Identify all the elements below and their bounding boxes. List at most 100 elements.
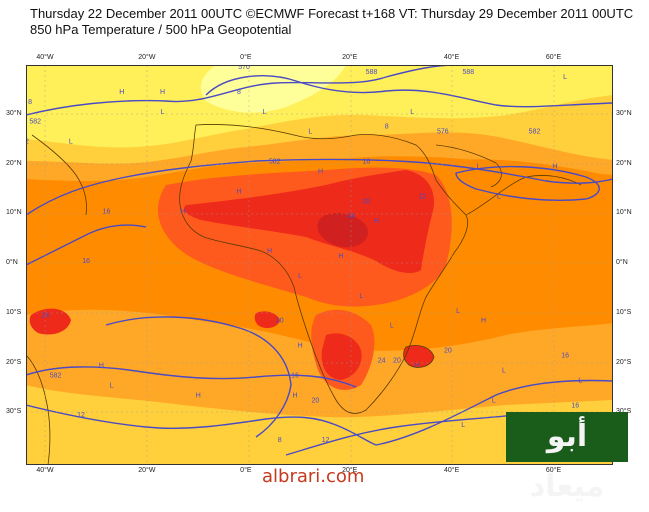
temp-band-8-south (26, 385, 613, 465)
contour-label: 582 (269, 159, 281, 166)
low-pressure-mark: L (456, 308, 460, 315)
contour-label: 20 (393, 358, 401, 365)
contour-label: 8 (278, 437, 282, 444)
temp-band-12-west-south (106, 330, 199, 395)
y-tick-right: 30°N (616, 109, 632, 117)
contour-label: 24 (378, 358, 386, 365)
high-pressure-mark: H (481, 318, 486, 325)
x-tick-top: 40°W (36, 54, 54, 61)
x-tick-bottom: 20°E (342, 467, 358, 474)
y-tick-left: 10°N (6, 209, 22, 217)
watermark: albrari.com (262, 466, 365, 487)
low-pressure-mark: L (497, 193, 501, 200)
x-tick-bottom: 0°E (240, 467, 252, 474)
high-pressure-mark: H (298, 343, 303, 350)
y-tick-left: 0°N (6, 259, 18, 266)
x-tick-top: 20°W (138, 54, 156, 61)
temp-band-0-north (200, 65, 346, 113)
contour-label: 12 (77, 412, 85, 419)
contour-label: 576 (437, 129, 449, 136)
high-pressure-mark: H (552, 163, 557, 170)
contour-label: 16 (561, 353, 569, 360)
y-tick-right: 0°N (616, 259, 628, 266)
low-pressure-mark: L (477, 163, 481, 170)
low-pressure-mark: L (461, 422, 465, 429)
temp-band-24-gulf (254, 311, 280, 329)
title-line-1: Thursday 22 December 2011 00UTC ©ECMWF F… (30, 6, 634, 21)
low-pressure-mark: L (359, 293, 363, 300)
y-tick-left: 20°S (6, 358, 22, 366)
high-pressure-mark: H (160, 89, 165, 96)
contour-label: 12 (419, 193, 427, 200)
geopotential-contours (26, 65, 613, 456)
contour-label: 24 (347, 213, 355, 220)
high-pressure-mark: H (236, 188, 241, 195)
x-tick-top: 20°E (342, 54, 358, 61)
x-tick-top: 60°E (545, 54, 562, 61)
x-tick-top: 40°E (444, 54, 460, 61)
high-pressure-mark: H (119, 89, 124, 96)
title-line-2: 850 hPa Temperature / 500 hPa Geopotenti… (30, 22, 292, 37)
high-pressure-mark: H (415, 362, 420, 369)
low-pressure-mark: L (390, 323, 394, 330)
temp-band-24-africa (184, 170, 435, 274)
contour-label: 582 (29, 119, 41, 126)
contour-label: 588 (462, 69, 474, 76)
contour-label: 12 (322, 437, 330, 444)
contour-label: 20 (362, 198, 370, 205)
high-pressure-mark: H (196, 392, 201, 399)
low-pressure-mark: L (308, 129, 312, 136)
high-pressure-mark: H (267, 248, 272, 255)
contour-label: 588 (366, 69, 378, 76)
high-pressure-mark: H (338, 253, 343, 260)
contour-label: 8 (385, 124, 389, 131)
y-tick-left: 10°S (6, 308, 22, 316)
contour-label: 582 (50, 372, 62, 379)
contour-label: 24 (41, 313, 49, 320)
x-tick-bottom: 60°E (546, 467, 561, 474)
low-pressure-mark: L (110, 382, 114, 389)
contour-label: 16 (362, 159, 370, 166)
y-tick-left: 30°S (6, 408, 22, 416)
temp-band-24-madagascar (403, 345, 434, 368)
contour-label: 16 (103, 208, 111, 215)
contour-label: 20 (444, 348, 452, 355)
temp-band-28-africa (317, 213, 368, 248)
high-pressure-mark: H (318, 168, 323, 175)
contour-label: 16 (82, 258, 90, 265)
contour-label: 570 (238, 65, 250, 71)
temp-band-16-arabia (456, 159, 613, 224)
low-pressure-mark: L (161, 109, 165, 116)
contour-label: 20 (312, 397, 320, 404)
low-pressure-mark: L (263, 109, 267, 116)
low-pressure-mark: L (502, 367, 506, 374)
x-tick-top: 0°E (240, 54, 252, 61)
x-tick-bottom: 20°W (138, 467, 156, 474)
y-tick-right: 10°N (616, 209, 632, 217)
high-pressure-mark: H (99, 362, 104, 369)
y-tick-left: 30°N (6, 109, 22, 117)
logo: أبو ميعاد (506, 412, 628, 504)
temp-band-4-north (26, 65, 613, 148)
map-frame (26, 65, 613, 465)
high-pressure-mark: H (374, 218, 379, 225)
contour-label: 8 (237, 89, 241, 96)
contour-label: 20 (276, 318, 284, 325)
x-tick-bottom: 40°W (36, 467, 54, 474)
temperature-map: 570 576 582 582 582 582 588 588 8 8 8 8 12 12 12 12 16 16… (26, 65, 613, 465)
temp-band-24-atlantic (29, 308, 71, 335)
low-pressure-mark: L (69, 139, 73, 146)
y-tick-right: 20°N (616, 159, 632, 167)
coastlines (26, 124, 582, 465)
high-pressure-mark: H (180, 208, 185, 215)
graticule (26, 65, 613, 465)
high-pressure-mark: H (293, 392, 298, 399)
low-pressure-mark: L (492, 397, 496, 404)
y-tick-right: 20°S (616, 358, 632, 366)
low-pressure-mark: L (298, 273, 302, 280)
contour-label: 16 (571, 402, 579, 409)
low-pressure-mark: L (578, 377, 582, 384)
contour-label: 582 (529, 129, 541, 136)
y-tick-right: 10°S (616, 308, 632, 316)
contour-label: 8 (28, 99, 32, 106)
